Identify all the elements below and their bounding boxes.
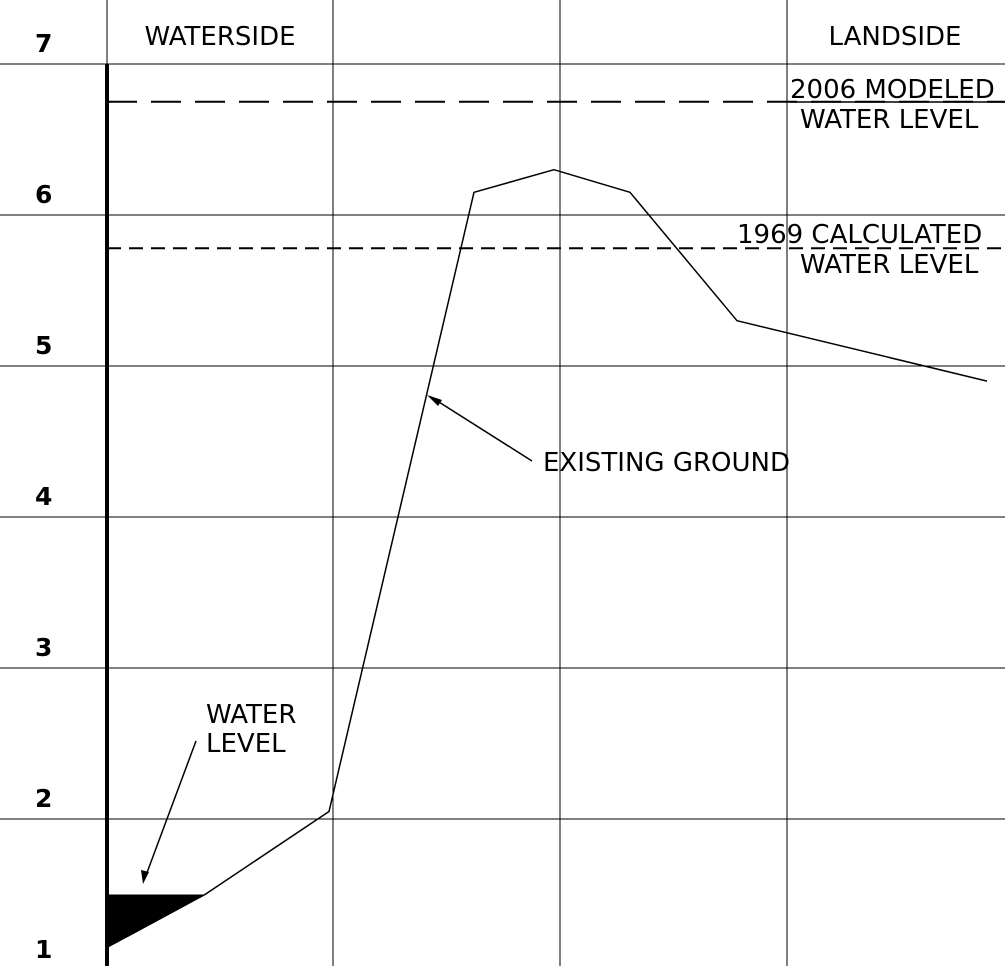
landside-header: LANDSIDE [829, 22, 962, 52]
water-level-leader [144, 740, 197, 879]
y-tick-3: 3 [35, 633, 52, 662]
water-level-label-line1: WATER [206, 700, 296, 730]
existing-ground-arrowhead [427, 395, 442, 406]
y-tick-4: 4 [35, 482, 52, 511]
existing-ground-profile [106, 168, 988, 949]
water-level-arrowhead [141, 870, 149, 884]
y-tick-2: 2 [35, 784, 52, 813]
y-tick-1: 1 [35, 935, 52, 964]
elevation-ticks: 7 6 5 4 3 2 1 [35, 29, 52, 964]
modeled-2006-label-line2: WATER LEVEL [800, 105, 979, 135]
y-tick-7: 7 [35, 29, 52, 58]
water-level-label-line2: LEVEL [206, 729, 286, 759]
y-tick-6: 6 [35, 180, 52, 209]
calculated-1969-label-line1: 1969 CALCULATED [737, 220, 982, 250]
calculated-1969-label-line2: WATER LEVEL [800, 250, 979, 280]
modeled-2006-label-line1: 2006 MODELED [790, 75, 995, 105]
existing-ground-label: EXISTING GROUND [543, 448, 790, 478]
waterside-header: WATERSIDE [144, 22, 295, 52]
existing-ground-leader [430, 396, 533, 462]
vertical-gridlines [106, 0, 788, 966]
y-tick-5: 5 [35, 331, 52, 360]
